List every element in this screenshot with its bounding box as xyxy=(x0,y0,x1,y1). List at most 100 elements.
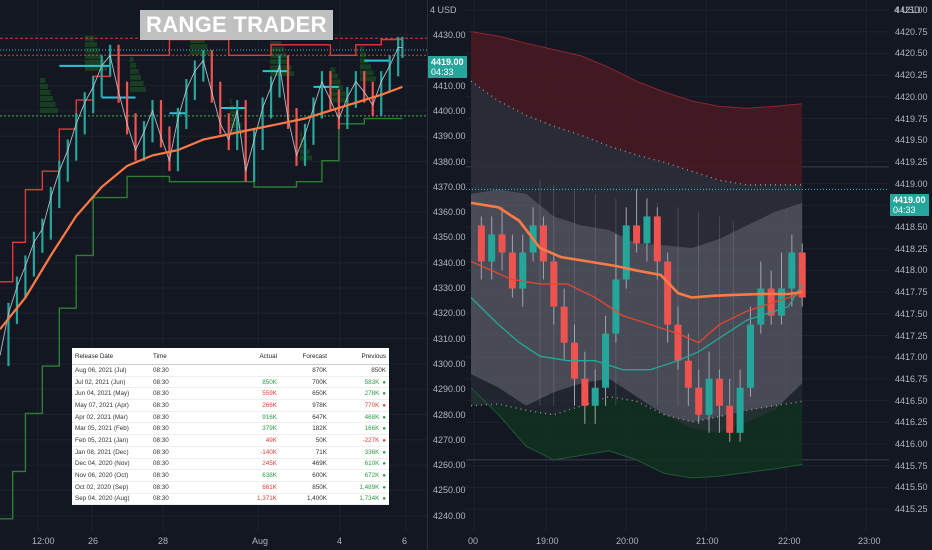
right-price-axis[interactable]: 4421.00 4420.75 4420.50 4420.25 4420.00 4419.… xyxy=(889,0,932,532)
price-tick: 4418.50 xyxy=(895,222,928,232)
table-row: Dec 04, 2020 (Nov) 08:30 245K 469K 610K ● xyxy=(72,458,389,471)
price-tick: 4420.50 xyxy=(895,48,928,59)
cell-previous-text: 278K xyxy=(364,390,380,398)
cell-previous-text: 336K xyxy=(364,448,380,456)
price-tick: 4417.50 xyxy=(895,308,928,319)
cell-release-date-text: Apr 02, 2021 (Mar) xyxy=(75,413,128,421)
cell-previous: -227K ● xyxy=(330,434,389,447)
panel-divider xyxy=(427,0,428,550)
time-tick: 20:00 xyxy=(616,536,639,546)
price-tick: 4240.00 xyxy=(433,510,466,521)
cell-actual: 850K xyxy=(234,376,280,389)
volume-profile-bar xyxy=(85,47,100,53)
candle-body xyxy=(778,288,785,316)
volume-profile-bar xyxy=(40,77,46,83)
volume-profile-bar xyxy=(40,101,56,107)
table-header-row: Release Date Time Actual Forecast Previo… xyxy=(72,348,389,365)
left-menu-glyph[interactable]: 4 xyxy=(430,5,436,15)
candle-body xyxy=(684,360,692,388)
right-menu-glyph[interactable]: 4 xyxy=(894,5,900,15)
candle-body xyxy=(695,387,703,415)
cell-release-date-text: Nov 06, 2020 (Oct) xyxy=(75,472,129,480)
volume-profile-bar xyxy=(270,65,292,71)
volume-profile-bar xyxy=(300,143,307,149)
candle-body xyxy=(539,225,547,262)
left-last-price: 4419.00 xyxy=(431,57,464,67)
volume-profile-bar xyxy=(40,89,51,95)
cell-time-text: 08:30 xyxy=(153,378,169,386)
moving-average-line xyxy=(0,85,403,330)
candle-body xyxy=(674,324,682,361)
volume-profile-bar xyxy=(85,53,102,59)
cell-release-date: Oct 02, 2020 (Sep) xyxy=(72,481,150,494)
cell-actual xyxy=(234,364,280,377)
table-row: Sep 04, 2020 (Aug) 08:30 1,371K 1,400K 1,734… xyxy=(72,493,389,506)
time-tick: 00 xyxy=(468,536,479,546)
cell-time: 08:30 xyxy=(150,376,234,389)
trend-dot-icon: ● xyxy=(382,484,386,491)
cell-time-text: 08:30 xyxy=(153,472,169,480)
candle-body xyxy=(519,252,527,289)
candle-body xyxy=(477,225,485,262)
cell-actual-text: 245K xyxy=(262,460,277,468)
price-tick: 4320.00 xyxy=(433,308,466,319)
price-tick: 4416.00 xyxy=(895,439,928,449)
cell-actual: 379K xyxy=(234,422,280,436)
cell-time-text: 08:30 xyxy=(153,425,169,433)
table-row: May 07, 2021 (Apr) 08:30 266K 978K 770K ● xyxy=(72,399,389,412)
price-tick: 4290.00 xyxy=(433,384,466,395)
cell-forecast-text: 850K xyxy=(312,483,327,491)
right-price-chart[interactable] xyxy=(466,0,889,532)
cell-previous: 583K ● xyxy=(330,376,389,389)
volume-profile-bar xyxy=(40,107,58,113)
volume-profile-bar xyxy=(300,137,305,143)
price-tick: 4417.75 xyxy=(895,287,928,298)
volume-profile-bar xyxy=(230,123,242,129)
moving-average-red-line xyxy=(470,260,803,344)
cell-actual-text: 1,371K xyxy=(257,495,277,503)
right-currency-label: USD xyxy=(901,5,921,15)
candle-body xyxy=(664,261,672,325)
cell-time: 08:30 xyxy=(150,469,234,482)
left-time-axis[interactable]: 12:00 26 28 Aug 4 6 xyxy=(0,532,427,550)
price-tick: 4415.50 xyxy=(895,482,928,493)
price-tick: 4420.25 xyxy=(895,70,928,81)
volume-profile-bar xyxy=(270,53,287,59)
time-tick: 23:00 xyxy=(858,536,881,546)
candle-body xyxy=(622,225,630,280)
right-time-axis[interactable]: 00 19:00 20:00 21:00 22:00 23:00 xyxy=(466,532,889,550)
volume-profile-bar xyxy=(130,80,144,86)
cell-previous-text: 1,734K xyxy=(359,495,380,503)
cell-actual: 49K xyxy=(234,434,280,447)
volume-profile-bar xyxy=(270,47,284,53)
cell-actual: 916K xyxy=(234,411,280,424)
header-actual: Actual xyxy=(234,348,280,365)
cell-forecast: 870K xyxy=(280,364,330,377)
volume-profile-bar xyxy=(130,74,141,80)
candle-body xyxy=(726,405,734,433)
cell-release-date: Aug 06, 2021 (Jul) xyxy=(72,364,150,377)
price-tick: 4419.00 xyxy=(895,178,928,189)
volume-profile-bar xyxy=(40,95,53,101)
price-tick: 4310.00 xyxy=(433,333,466,344)
left-price-axis[interactable]: 4430.004420.004410.004400.004390.004380.… xyxy=(427,0,466,532)
price-tick: 4390.00 xyxy=(433,131,466,142)
price-tick: 4420.00 xyxy=(895,91,928,102)
time-tick: 22:00 xyxy=(778,536,801,546)
time-tick: 19:00 xyxy=(536,536,559,546)
candle-body xyxy=(643,216,651,244)
cell-forecast: 700K xyxy=(280,376,330,389)
table-row: Nov 06, 2020 (Oct) 08:30 638K 600K 672K ● xyxy=(72,469,389,482)
cell-time-text: 08:30 xyxy=(153,401,169,409)
trend-dot-icon: ● xyxy=(382,449,386,456)
cell-release-date-text: May 07, 2021 (Apr) xyxy=(75,401,129,409)
cell-previous-text: -227K xyxy=(362,436,380,444)
price-tick: 4280.00 xyxy=(433,409,466,420)
cell-release-date: Nov 06, 2020 (Oct) xyxy=(72,469,150,482)
cell-forecast: 1,400K xyxy=(280,493,330,506)
cell-previous: 610K ● xyxy=(330,458,389,471)
cell-release-date: May 07, 2021 (Apr) xyxy=(72,399,150,412)
cell-forecast-text: 600K xyxy=(312,472,327,480)
range-low-line xyxy=(0,117,403,520)
cell-forecast-text: 978K xyxy=(312,401,327,409)
